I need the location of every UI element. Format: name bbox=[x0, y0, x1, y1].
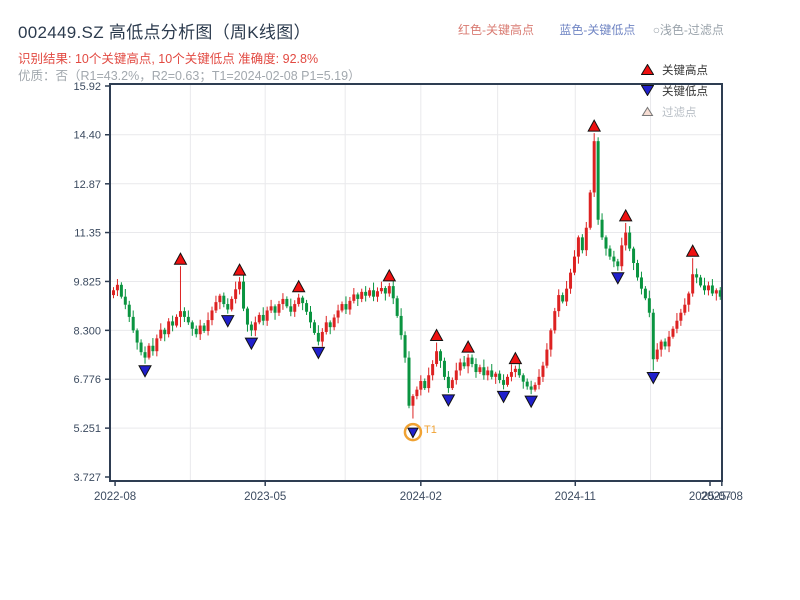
candles bbox=[112, 133, 722, 419]
key-low-marker bbox=[524, 395, 538, 409]
key-high-marker bbox=[587, 119, 602, 132]
svg-text:5.251: 5.251 bbox=[73, 423, 101, 435]
svg-text:6.776: 6.776 bbox=[73, 374, 101, 386]
key-high-markers bbox=[173, 119, 700, 365]
svg-text:14.40: 14.40 bbox=[73, 130, 101, 142]
header-legend-filter: ○浅色-过滤点 bbox=[652, 23, 724, 37]
key-low-marker bbox=[441, 394, 456, 407]
svg-text:9.825: 9.825 bbox=[73, 276, 101, 288]
legend-filtered-label: 过滤点 bbox=[662, 106, 697, 119]
legend-item-key-low[interactable]: 关键低点 bbox=[637, 80, 708, 101]
t1-key-low-marker bbox=[407, 427, 419, 439]
legend-item-key-high[interactable]: 关键高点 bbox=[637, 59, 708, 80]
svg-text:8.300: 8.300 bbox=[73, 325, 101, 337]
gridlines bbox=[110, 84, 722, 481]
key-low-marker bbox=[220, 315, 235, 328]
key-high-marker bbox=[382, 268, 397, 282]
quality-text: 优质：否（R1=43.2%，R2=0.63；T1=2024-02-08 P1=5… bbox=[18, 69, 361, 83]
header-legend: 红色-关键高点 蓝色-关键低点 ○浅色-过滤点 bbox=[458, 21, 724, 38]
filtered-triangle-icon bbox=[641, 106, 654, 116]
key-high-marker bbox=[461, 340, 475, 353]
recognition-result-text: 识别结果: 10个关键高点, 10个关键低点 准确度: 92.8% bbox=[18, 52, 319, 66]
svg-text:12.87: 12.87 bbox=[73, 179, 101, 191]
key-high-marker bbox=[173, 252, 188, 265]
plot-border bbox=[109, 83, 723, 482]
key-low-marker bbox=[311, 346, 326, 360]
svg-text:2022-08: 2022-08 bbox=[94, 491, 136, 503]
legend-item-filtered[interactable]: 过滤点 bbox=[637, 101, 708, 122]
svg-text:2025-08: 2025-08 bbox=[701, 491, 743, 503]
header-legend-low: 蓝色-关键低点 bbox=[559, 23, 636, 37]
key-low-marker bbox=[138, 365, 152, 378]
header-legend-high: 红色-关键高点 bbox=[458, 23, 534, 37]
key-low-markers bbox=[138, 272, 661, 442]
svg-text:2025-07: 2025-07 bbox=[689, 491, 731, 503]
axis-labels: 15.92 14.40 12.87 11.35 9.825 8.300 6.776 5.251… bbox=[73, 81, 742, 503]
key-low-marker bbox=[496, 390, 511, 404]
svg-text:2024-11: 2024-11 bbox=[555, 491, 596, 503]
key-low-marker bbox=[646, 371, 661, 385]
key-low-marker bbox=[244, 337, 259, 351]
chart-legend: 关键高点 关键低点 过滤点 bbox=[637, 59, 708, 122]
svg-text:3.727: 3.727 bbox=[73, 472, 101, 484]
legend-key-high-label: 关键高点 bbox=[662, 64, 708, 77]
key-high-marker bbox=[618, 208, 633, 222]
svg-text:11.35: 11.35 bbox=[74, 228, 101, 240]
svg-text:15.92: 15.92 bbox=[73, 81, 101, 93]
key-high-marker bbox=[429, 328, 444, 342]
t1-annotation-label: T1 bbox=[424, 424, 437, 436]
key-high-marker bbox=[685, 244, 700, 257]
key-high-marker bbox=[232, 263, 247, 276]
key-low-marker bbox=[610, 272, 625, 285]
t1-ring bbox=[403, 422, 423, 442]
svg-text:2023-05: 2023-05 bbox=[244, 491, 286, 503]
key-low-triangle-icon bbox=[641, 85, 654, 96]
svg-text:2024-02: 2024-02 bbox=[400, 491, 442, 503]
key-high-marker bbox=[291, 279, 306, 293]
key-high-triangle-icon bbox=[641, 64, 654, 75]
legend-key-low-label: 关键低点 bbox=[662, 85, 708, 98]
key-high-marker bbox=[508, 351, 523, 365]
page-title: 002449.SZ 高低点分析图（周K线图） bbox=[18, 23, 311, 42]
